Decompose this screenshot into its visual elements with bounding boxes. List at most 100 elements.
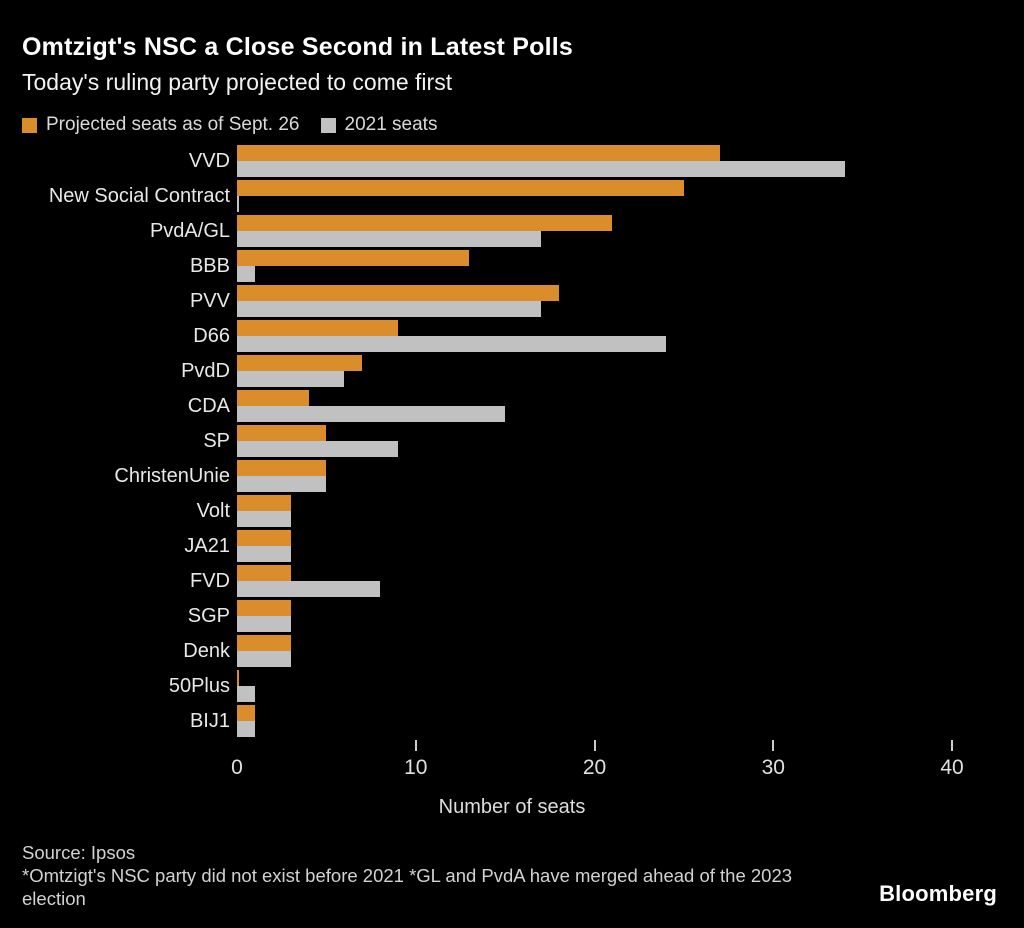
- legend-item-projected: Projected seats as of Sept. 26: [22, 114, 300, 136]
- bar-projected-seats: [237, 355, 363, 371]
- bar-pair: [237, 320, 666, 352]
- bar-pair: [237, 670, 255, 702]
- source-text: Source: Ipsos: [22, 842, 136, 863]
- bar-pair: [237, 460, 327, 492]
- party-label: PVV: [189, 290, 230, 312]
- party-label: 50Plus: [168, 675, 230, 697]
- bar-projected-seats: [237, 215, 613, 231]
- party-label: BIJ1: [189, 710, 230, 732]
- party-label: D66: [193, 325, 230, 347]
- footer: Source: Ipsos *Omtzigt's NSC party did n…: [22, 841, 1002, 910]
- bar-2021-seats: [237, 511, 291, 527]
- x-axis-labels: 0 10 20 30 40: [231, 756, 1024, 782]
- party-label: New Social Contract: [48, 185, 230, 207]
- party-label: SGP: [187, 605, 230, 627]
- bar-projected-seats: [237, 670, 239, 686]
- party-label: JA21: [184, 535, 230, 557]
- bar-2021-seats: [237, 196, 239, 212]
- x-axis-tick-label: 40: [940, 756, 964, 779]
- bar-pair: [237, 635, 291, 667]
- bar-2021-seats: [237, 336, 666, 352]
- footnote-text: *Omtzigt's NSC party did not exist befor…: [22, 865, 793, 909]
- bar-2021-seats: [237, 231, 541, 247]
- x-axis-tick: [593, 740, 596, 751]
- bar-pair: [237, 285, 559, 317]
- bar-2021-seats: [237, 476, 327, 492]
- bar-2021-seats: [237, 721, 255, 737]
- legend-label-2021: 2021 seats: [344, 114, 438, 135]
- legend-item-2021: 2021 seats: [320, 114, 438, 136]
- bar-projected-seats: [237, 600, 291, 616]
- party-label: CDA: [187, 395, 230, 417]
- bar-2021-seats: [237, 441, 398, 457]
- bar-2021-seats: [237, 686, 255, 702]
- bar-row: JA21: [0, 530, 1024, 565]
- legend-label-projected: Projected seats as of Sept. 26: [46, 114, 300, 135]
- bar-projected-seats: [237, 425, 327, 441]
- bar-2021-seats: [237, 301, 541, 317]
- bar-projected-seats: [237, 285, 559, 301]
- bar-2021-seats: [237, 406, 506, 422]
- party-label: Volt: [196, 500, 230, 522]
- bar-projected-seats: [237, 180, 684, 196]
- party-label: Denk: [183, 640, 230, 662]
- bar-2021-seats: [237, 371, 345, 387]
- bar-pair: [237, 215, 613, 247]
- bar-2021-seats: [237, 616, 291, 632]
- bar-row: PvdA/GL: [0, 215, 1024, 250]
- bar-pair: [237, 600, 291, 632]
- x-axis-tick: [414, 740, 417, 751]
- x-axis-tick-label: 10: [404, 756, 428, 779]
- legend-swatch-projected: [22, 117, 37, 133]
- chart-subtitle: Today's ruling party projected to come f…: [22, 69, 453, 95]
- bar-pair: [237, 180, 684, 212]
- bar-pair: [237, 390, 506, 422]
- x-axis-tick: [951, 740, 953, 751]
- party-label: PvdA/GL: [149, 220, 230, 242]
- bar-pair: [237, 355, 363, 387]
- bar-row: New Social Contract: [0, 180, 1024, 215]
- chart-title: Omtzigt's NSC a Close Second in Latest P…: [22, 33, 573, 61]
- bloomberg-logo: Bloomberg: [879, 881, 997, 906]
- bar-projected-seats: [237, 635, 291, 651]
- bar-row: BBB: [0, 250, 1024, 285]
- bar-pair: [237, 495, 291, 527]
- bar-row: PVV: [0, 285, 1024, 320]
- bar-projected-seats: [237, 145, 720, 161]
- bar-row: FVD: [0, 565, 1024, 600]
- bar-row: SP: [0, 425, 1024, 460]
- x-axis-tick: [772, 740, 775, 751]
- party-label: SP: [203, 430, 230, 452]
- bar-2021-seats: [237, 161, 845, 177]
- party-label: ChristenUnie: [114, 465, 230, 487]
- party-label: BBB: [189, 255, 230, 277]
- bar-projected-seats: [237, 530, 291, 546]
- bar-projected-seats: [237, 390, 309, 406]
- bar-row: 50Plus: [0, 670, 1024, 705]
- x-axis-tick-label: 20: [582, 756, 607, 779]
- bar-2021-seats: [237, 581, 380, 597]
- bar-pair: [237, 530, 291, 562]
- party-label: FVD: [190, 570, 230, 592]
- bar-row: SGP: [0, 600, 1024, 635]
- x-axis-tick-label: 0: [231, 756, 243, 779]
- bar-2021-seats: [237, 266, 255, 282]
- bar-row: BIJ1: [0, 705, 1024, 740]
- legend-swatch-2021: [320, 117, 336, 133]
- bar-2021-seats: [237, 546, 291, 562]
- bar-pair: [237, 705, 255, 737]
- bar-row: ChristenUnie: [0, 460, 1024, 495]
- x-axis-tick-label: 30: [761, 756, 785, 779]
- x-axis-title: Number of seats: [438, 796, 586, 818]
- party-label: PvdD: [181, 360, 230, 382]
- bar-projected-seats: [237, 565, 291, 581]
- x-axis: [237, 740, 1024, 756]
- bar-chart: VVD New Social Contract PvdA/GL BBB PVV D66 Pv…: [0, 145, 1024, 740]
- bar-pair: [237, 425, 398, 457]
- bar-row: VVD: [0, 145, 1024, 180]
- bar-2021-seats: [237, 651, 291, 667]
- bar-row: Volt: [0, 495, 1024, 530]
- legend: Projected seats as of Sept. 26 2021 seat…: [22, 114, 1002, 136]
- bar-projected-seats: [237, 495, 291, 511]
